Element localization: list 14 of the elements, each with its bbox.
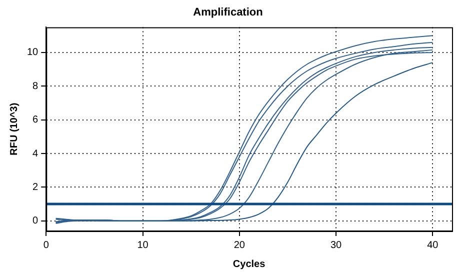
y-tick-label: 6 bbox=[32, 114, 39, 126]
x-tick-label: 40 bbox=[427, 240, 439, 251]
x-tick-label: 30 bbox=[330, 240, 342, 251]
x-tick-label: 10 bbox=[137, 240, 149, 251]
x-tick-label: 0 bbox=[43, 240, 50, 251]
chart-title: Amplification bbox=[193, 6, 264, 19]
y-tick-label: 0 bbox=[32, 216, 39, 227]
x-tick-label: 20 bbox=[234, 240, 246, 251]
y-tick-label: 2 bbox=[32, 182, 39, 193]
x-axis-title: Cycles bbox=[232, 258, 266, 270]
y-tick-label: 10 bbox=[27, 47, 39, 58]
y-axis-title: RFU (10^3) bbox=[8, 102, 20, 156]
y-tick-label: 8 bbox=[32, 80, 39, 92]
y-tick-label: 4 bbox=[32, 148, 39, 160]
